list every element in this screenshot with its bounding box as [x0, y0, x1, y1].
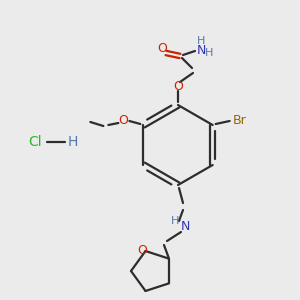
Text: O: O: [173, 80, 183, 94]
Text: H: H: [197, 36, 205, 46]
Text: H: H: [68, 135, 78, 149]
Text: N: N: [180, 220, 190, 233]
Text: Br: Br: [233, 113, 247, 127]
Text: H: H: [171, 216, 179, 226]
Text: N: N: [196, 44, 206, 56]
Text: O: O: [138, 244, 147, 256]
Text: H: H: [205, 48, 213, 58]
Text: O: O: [118, 113, 128, 127]
Text: O: O: [157, 43, 167, 56]
Text: Cl: Cl: [28, 135, 42, 149]
